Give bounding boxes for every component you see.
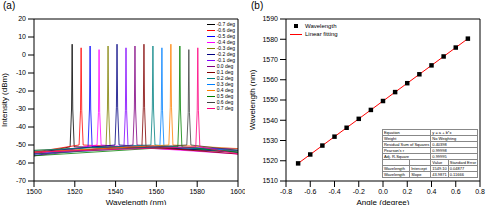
html-text:(b): (b) bbox=[251, 0, 264, 11]
html-text:0.04877: 0.04877 bbox=[449, 166, 465, 171]
html-text:Residual Sum of Squares: Residual Sum of Squares bbox=[383, 142, 430, 147]
html-text:-0.4 deg: -0.4 deg bbox=[216, 39, 235, 45]
html-text:Equation: Equation bbox=[383, 130, 400, 135]
html-text:Standard Error: Standard Error bbox=[449, 160, 476, 165]
html-text:-0.3 deg: -0.3 deg bbox=[216, 45, 235, 51]
svg-text:10: 10 bbox=[18, 33, 26, 40]
svg-text:0.4: 0.4 bbox=[427, 188, 437, 195]
svg-text:0.0: 0.0 bbox=[378, 188, 388, 195]
svg-text:1520: 1520 bbox=[67, 188, 83, 195]
html-text:y = a + b*x: y = a + b*x bbox=[432, 130, 452, 135]
svg-text:Angle (degree): Angle (degree) bbox=[357, 198, 410, 205]
html-text:Pearson's r: Pearson's r bbox=[383, 148, 404, 153]
html-text:0.11666: 0.11666 bbox=[449, 172, 464, 177]
svg-text:1540: 1540 bbox=[262, 117, 278, 124]
html-text:43.9871: 43.9871 bbox=[432, 172, 447, 177]
svg-text:1600: 1600 bbox=[230, 188, 245, 195]
svg-text:-0.6: -0.6 bbox=[304, 188, 316, 195]
svg-text:1590: 1590 bbox=[262, 15, 278, 22]
svg-text:1500: 1500 bbox=[26, 188, 42, 195]
svg-text:-0.2: -0.2 bbox=[353, 188, 365, 195]
html-text:Slope: Slope bbox=[411, 172, 422, 177]
svg-text:1540: 1540 bbox=[108, 188, 124, 195]
svg-text:20: 20 bbox=[18, 15, 26, 22]
html-text:0.0 deg: 0.0 deg bbox=[216, 63, 234, 69]
svg-text:0.6: 0.6 bbox=[451, 188, 461, 195]
html-text:0.3 deg: 0.3 deg bbox=[216, 81, 234, 87]
html-text:-0.6 deg: -0.6 deg bbox=[216, 27, 235, 33]
svg-text:1530: 1530 bbox=[262, 137, 278, 144]
html-text:-0.5 deg: -0.5 deg bbox=[216, 33, 235, 39]
html-text:1549.10: 1549.10 bbox=[432, 166, 447, 171]
svg-text:0.2: 0.2 bbox=[402, 188, 412, 195]
html-text:Linear fitting: Linear fitting bbox=[305, 31, 338, 37]
html-text:No Weighting: No Weighting bbox=[432, 136, 457, 141]
svg-text:-20: -20 bbox=[16, 87, 26, 94]
html-text:0.99995: 0.99995 bbox=[432, 154, 447, 159]
html-text:0.7 deg: 0.7 deg bbox=[216, 105, 234, 111]
svg-text:1570: 1570 bbox=[262, 56, 278, 63]
html-text:Value: Value bbox=[432, 160, 443, 165]
svg-text:-60: -60 bbox=[16, 159, 26, 166]
svg-text:-40: -40 bbox=[16, 123, 26, 130]
svg-text:1580: 1580 bbox=[189, 188, 205, 195]
svg-text:0: 0 bbox=[22, 51, 26, 58]
html-text:0.6 deg: 0.6 deg bbox=[216, 99, 234, 105]
svg-text:-0.4: -0.4 bbox=[328, 188, 340, 195]
svg-text:Wavelength (nm): Wavelength (nm) bbox=[106, 198, 167, 205]
svg-text:0.8: 0.8 bbox=[475, 188, 483, 195]
html-text:0.1 deg: 0.1 deg bbox=[216, 69, 234, 75]
html-text:Adj. R-Square: Adj. R-Square bbox=[383, 154, 410, 159]
svg-text:-70: -70 bbox=[16, 177, 26, 184]
svg-text:-50: -50 bbox=[16, 141, 26, 148]
svg-text:1560: 1560 bbox=[262, 76, 278, 83]
html-text:-0.1 deg: -0.1 deg bbox=[216, 57, 235, 63]
svg-text:1580: 1580 bbox=[262, 36, 278, 43]
svg-text:Intensity (dBm): Intensity (dBm) bbox=[8, 73, 9, 127]
html-text:Wavelength: Wavelength bbox=[383, 172, 405, 177]
html-text:Weight: Weight bbox=[383, 136, 397, 141]
svg-text:-10: -10 bbox=[16, 69, 26, 76]
html-text:Wavelength: Wavelength bbox=[383, 166, 405, 171]
html-text:0.5 deg: 0.5 deg bbox=[216, 93, 234, 99]
svg-text:1560: 1560 bbox=[149, 188, 165, 195]
svg-text:1520: 1520 bbox=[262, 157, 278, 164]
html-text:0.99998: 0.99998 bbox=[432, 148, 447, 153]
html-text:Intercept: Intercept bbox=[411, 166, 427, 171]
html-text:(a): (a) bbox=[3, 0, 16, 11]
html-text:0.40398: 0.40398 bbox=[432, 142, 447, 147]
svg-text:1510: 1510 bbox=[262, 177, 278, 184]
svg-text:-30: -30 bbox=[16, 105, 26, 112]
svg-text:-0.8: -0.8 bbox=[280, 188, 292, 195]
html-text:Wavelength: Wavelength bbox=[305, 23, 337, 29]
html-text:0.2 deg: 0.2 deg bbox=[216, 75, 234, 81]
html-text:0.4 deg: 0.4 deg bbox=[216, 87, 234, 93]
svg-text:1550: 1550 bbox=[262, 96, 278, 103]
svg-text:Wavelength (nm): Wavelength (nm) bbox=[248, 69, 257, 130]
html-text:-0.7 deg: -0.7 deg bbox=[216, 21, 235, 27]
html-text:-0.2 deg: -0.2 deg bbox=[216, 51, 235, 57]
